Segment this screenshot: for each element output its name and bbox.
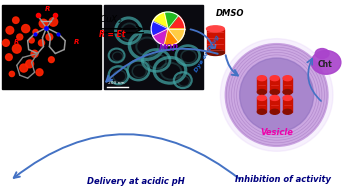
- Circle shape: [12, 17, 19, 23]
- Ellipse shape: [311, 50, 341, 74]
- Ellipse shape: [270, 95, 279, 100]
- Circle shape: [26, 60, 33, 68]
- Wedge shape: [164, 29, 178, 46]
- Text: R: R: [44, 6, 50, 12]
- Circle shape: [49, 18, 58, 26]
- Bar: [270, 98, 279, 112]
- Circle shape: [20, 64, 28, 72]
- Circle shape: [29, 38, 34, 43]
- Text: Vesicle: Vesicle: [261, 128, 294, 136]
- Bar: [270, 78, 279, 92]
- Bar: [283, 98, 292, 112]
- Bar: [2, 5, 101, 89]
- Circle shape: [225, 44, 328, 146]
- Ellipse shape: [315, 49, 329, 58]
- Circle shape: [33, 29, 38, 35]
- Bar: [257, 98, 266, 112]
- Wedge shape: [151, 22, 168, 36]
- Text: 200 nm: 200 nm: [108, 81, 124, 85]
- Ellipse shape: [283, 90, 292, 94]
- Ellipse shape: [206, 26, 224, 32]
- Circle shape: [22, 25, 30, 33]
- Wedge shape: [164, 12, 178, 29]
- Wedge shape: [168, 29, 185, 42]
- Text: R = Et: R = Et: [99, 30, 125, 39]
- Text: MOP: MOP: [159, 43, 179, 53]
- Ellipse shape: [257, 95, 266, 100]
- Text: DMSO: DMSO: [215, 9, 244, 18]
- Ellipse shape: [257, 76, 266, 81]
- Circle shape: [31, 50, 38, 57]
- Circle shape: [6, 54, 12, 60]
- Ellipse shape: [257, 109, 266, 114]
- Bar: [257, 78, 266, 92]
- Ellipse shape: [283, 109, 292, 114]
- Ellipse shape: [283, 95, 292, 100]
- Circle shape: [39, 19, 48, 28]
- Circle shape: [38, 40, 44, 46]
- Circle shape: [17, 34, 23, 40]
- Wedge shape: [168, 16, 185, 29]
- Wedge shape: [153, 12, 168, 29]
- Bar: [283, 78, 292, 92]
- Ellipse shape: [270, 76, 279, 81]
- Circle shape: [6, 26, 14, 34]
- Circle shape: [48, 57, 54, 63]
- Ellipse shape: [270, 90, 279, 94]
- Circle shape: [9, 71, 15, 77]
- Text: Dye or Drug: Dye or Drug: [194, 34, 220, 73]
- Bar: [206, 29, 224, 53]
- Text: Inhibition of activity: Inhibition of activity: [235, 175, 331, 184]
- Circle shape: [240, 58, 314, 132]
- Circle shape: [2, 40, 9, 46]
- Ellipse shape: [206, 50, 224, 56]
- Circle shape: [220, 39, 333, 151]
- Text: Cht: Cht: [317, 60, 332, 69]
- Text: R: R: [14, 39, 19, 45]
- Wedge shape: [153, 29, 168, 45]
- Text: Delivery at acidic pH: Delivery at acidic pH: [87, 177, 185, 186]
- Ellipse shape: [257, 90, 266, 94]
- Ellipse shape: [283, 76, 292, 81]
- Circle shape: [12, 44, 21, 53]
- Bar: [104, 5, 203, 89]
- Circle shape: [46, 34, 53, 40]
- Ellipse shape: [270, 109, 279, 114]
- Circle shape: [36, 69, 43, 76]
- Text: R: R: [74, 39, 79, 45]
- Text: $CuX_2$: $CuX_2$: [99, 14, 122, 26]
